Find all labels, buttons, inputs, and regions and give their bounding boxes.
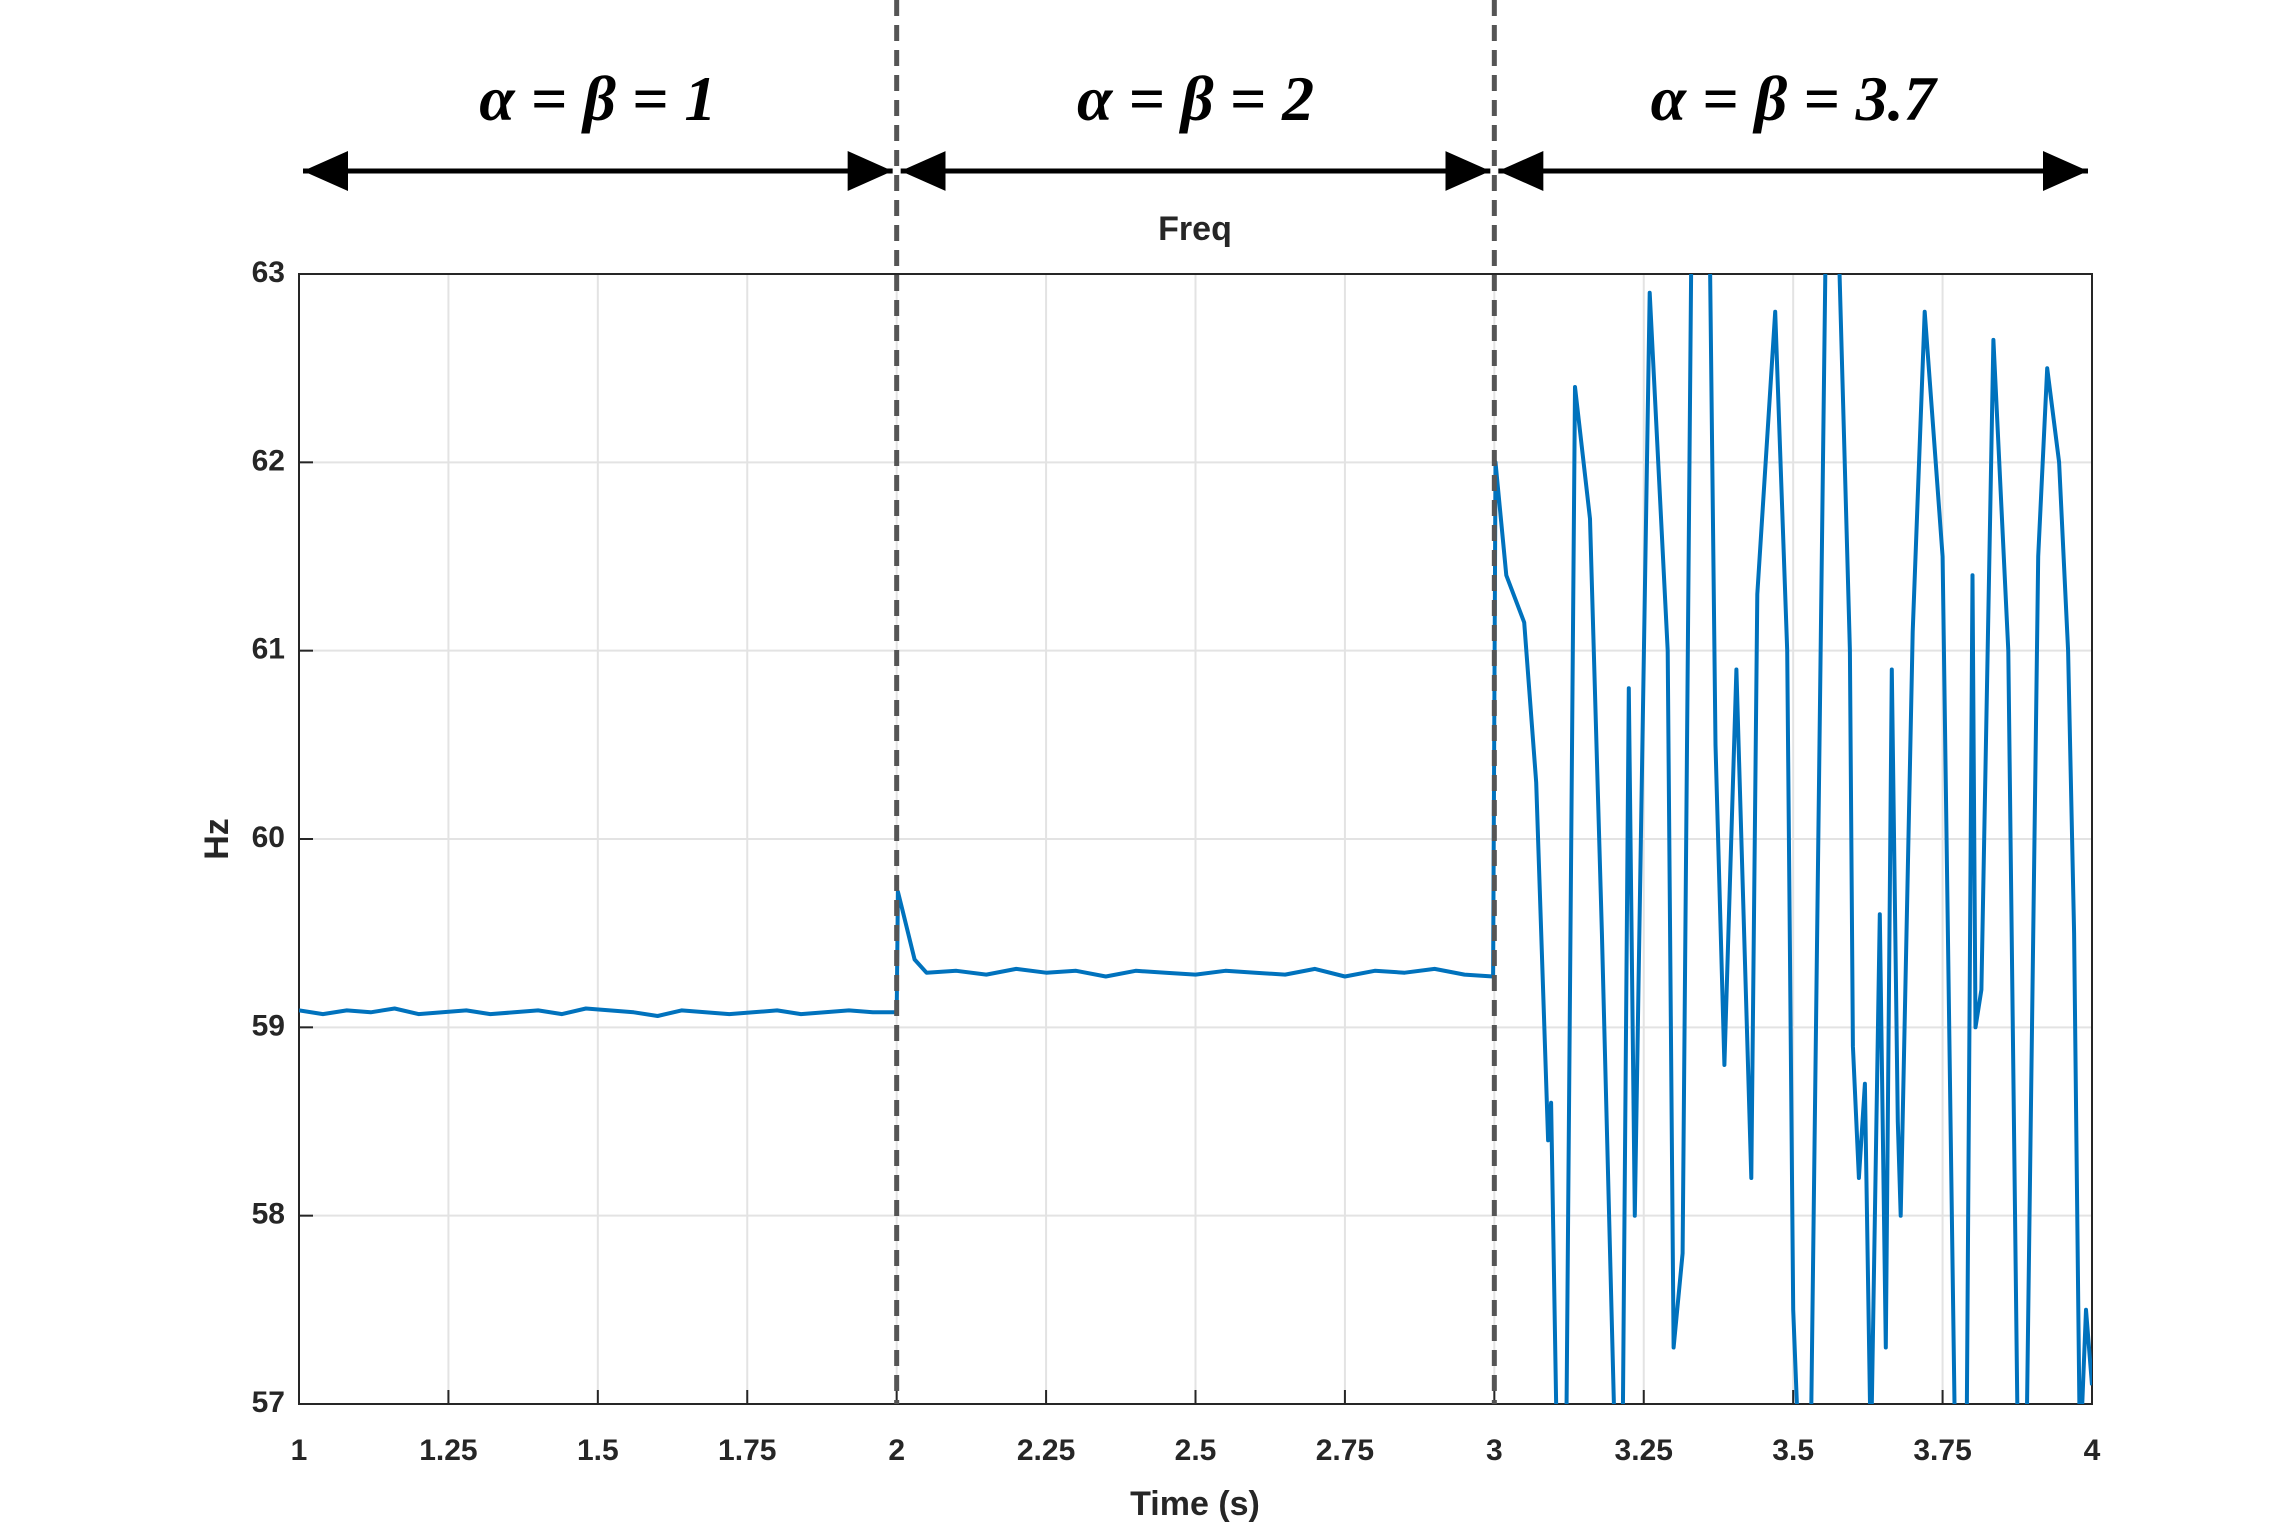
x-tick-label: 2 (888, 1434, 905, 1467)
x-tick-label: 3.5 (1772, 1434, 1814, 1467)
data-line (299, 274, 2092, 1404)
y-tick-label: 58 (252, 1198, 285, 1231)
x-axis-label: Time (s) (1130, 1485, 1260, 1523)
region-label: α = β = 3.7 (1651, 63, 1939, 134)
x-tick-label: 2.5 (1175, 1434, 1217, 1467)
x-tick-label: 4 (2084, 1434, 2101, 1467)
y-axis-label: Hz (198, 818, 236, 860)
x-tick-label: 1.25 (419, 1434, 477, 1467)
x-tick-label: 1 (291, 1434, 308, 1467)
y-tick-label: 59 (252, 1009, 285, 1042)
x-tick-label: 3 (1486, 1434, 1503, 1467)
x-tick-label: 1.5 (577, 1434, 619, 1467)
x-tick-label: 3.75 (1913, 1434, 1971, 1467)
y-tick-label: 57 (252, 1386, 285, 1419)
x-tick-label: 2.75 (1316, 1434, 1374, 1467)
x-tick-label: 3.25 (1615, 1434, 1673, 1467)
y-tick-label: 60 (252, 821, 285, 854)
chart-title: Freq (1158, 210, 1232, 248)
y-tick-label: 61 (252, 633, 285, 666)
y-tick-label: 62 (252, 444, 285, 477)
x-tick-label: 2.25 (1017, 1434, 1075, 1467)
y-tick-label: 63 (252, 256, 285, 289)
plot-frame (298, 273, 2093, 1405)
region-label: α = β = 2 (1077, 63, 1314, 134)
x-tick-label: 1.75 (718, 1434, 776, 1467)
region-label: α = β = 1 (479, 63, 716, 134)
